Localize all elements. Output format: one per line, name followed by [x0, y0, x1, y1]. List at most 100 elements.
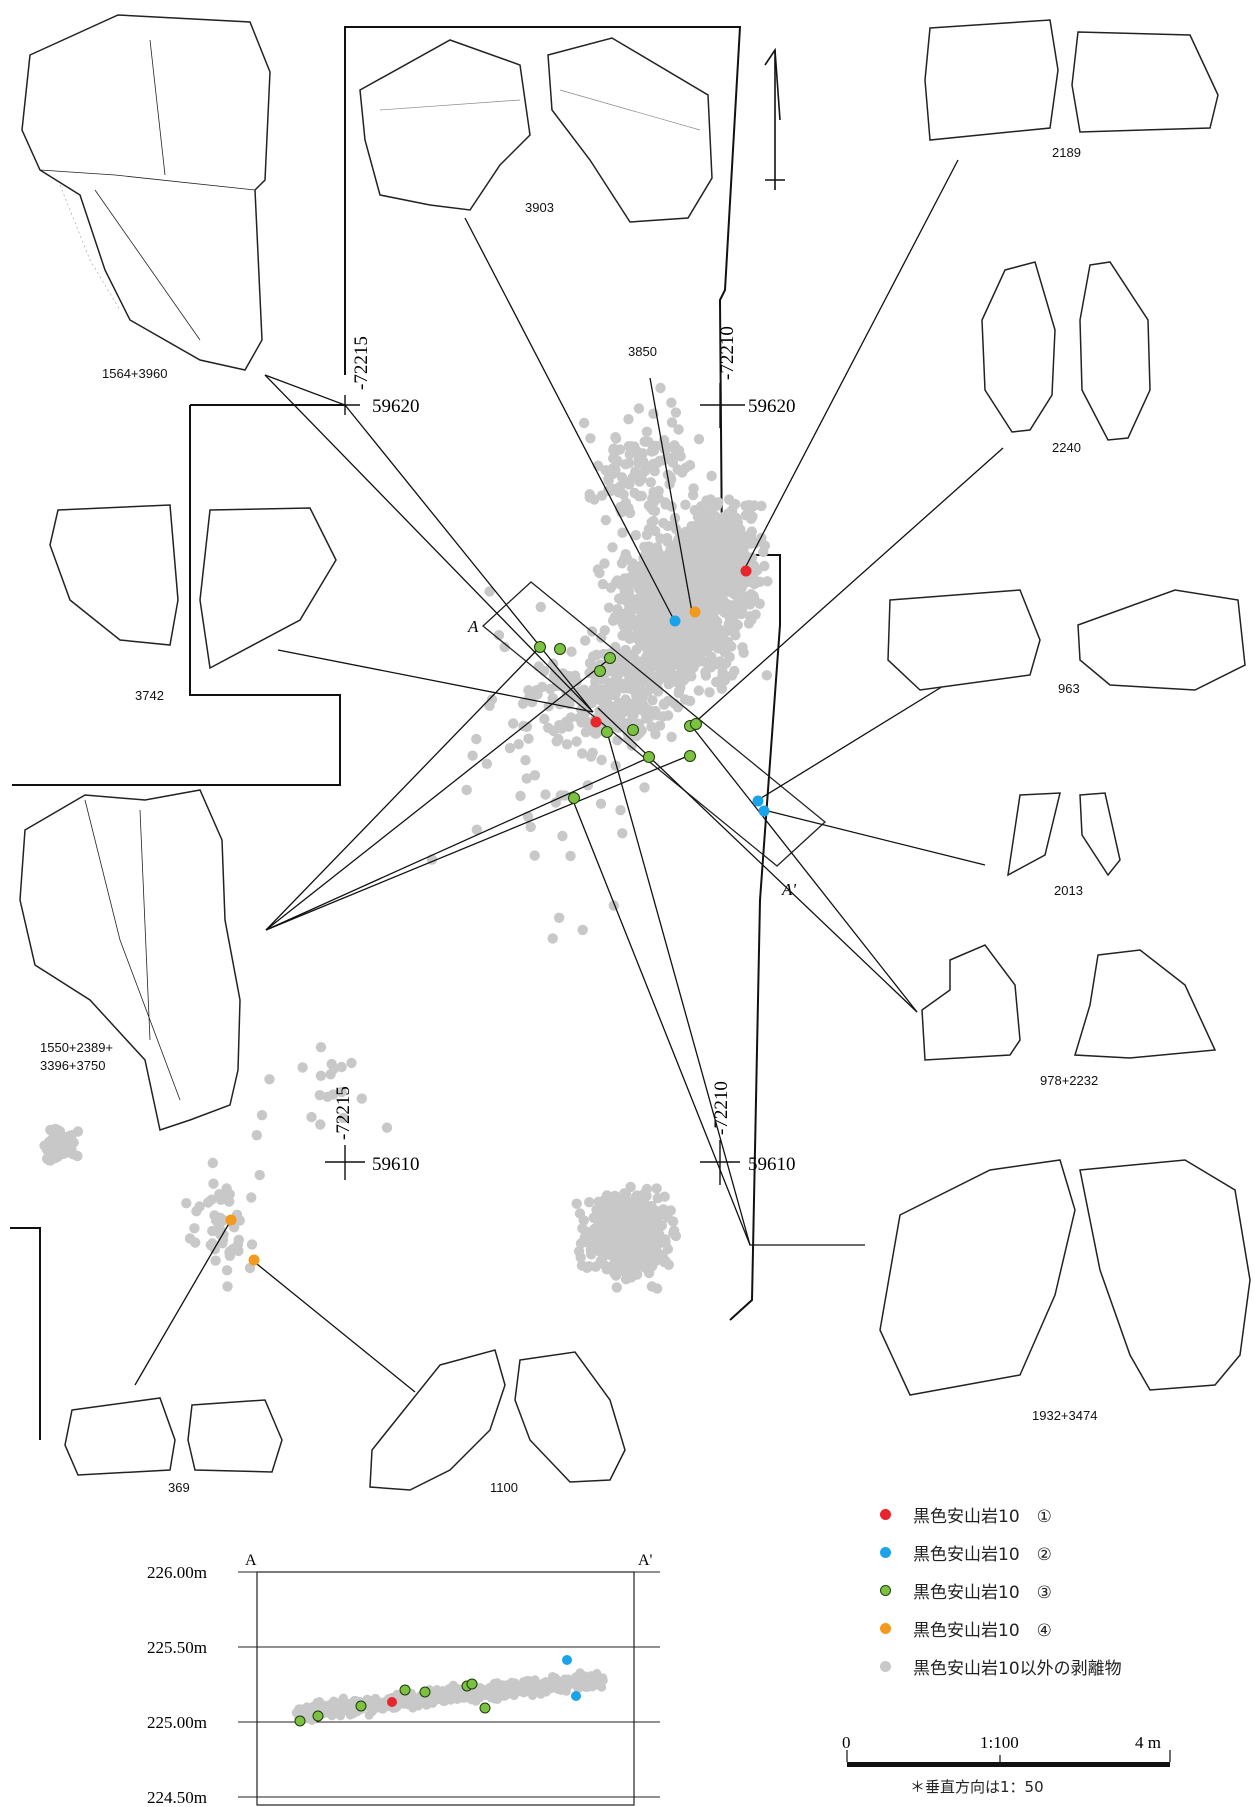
legend-label-group1: 黒色安山岩10 ①	[913, 1506, 1052, 1527]
debitage-point	[584, 489, 595, 500]
debitage-point	[224, 1196, 235, 1207]
section-group1-point	[387, 1697, 397, 1707]
debitage-point	[531, 685, 542, 696]
debitage-point	[41, 1153, 53, 1164]
debitage-point	[611, 1282, 622, 1293]
artifact-label-3903: 3903	[525, 200, 554, 215]
debitage-point	[607, 542, 618, 553]
section-debitage-point	[399, 1693, 409, 1703]
debitage-point	[539, 713, 550, 725]
debitage-point	[651, 594, 662, 605]
debitage-point	[695, 624, 706, 635]
debitage-point	[590, 728, 602, 739]
debitage-point	[346, 1057, 357, 1069]
debitage-point	[622, 554, 633, 565]
debitage-point	[619, 1188, 630, 1199]
debitage-point	[67, 1149, 79, 1160]
debitage-point	[669, 440, 680, 451]
debitage-point	[641, 651, 652, 663]
debitage-point	[623, 414, 634, 425]
artifact-1550-drawing	[19, 789, 241, 1131]
debitage-point	[584, 1197, 595, 1208]
debitage-point	[627, 616, 638, 627]
artifact-2240-drawing	[981, 261, 1151, 441]
debitage-point	[611, 1238, 622, 1249]
scale-max: 4 m	[1135, 1733, 1161, 1752]
debitage-point	[325, 1069, 336, 1080]
debitage-point	[675, 682, 686, 693]
debitage-point	[720, 514, 732, 526]
debitage-point	[326, 1058, 337, 1070]
debitage-point	[297, 1062, 308, 1073]
legend-label-group2: 黒色安山岩10 ②	[913, 1544, 1052, 1565]
debitage-point	[637, 448, 648, 459]
legend-item-group3: 黒色安山岩10 ③	[880, 1571, 1240, 1609]
debitage-point	[591, 691, 602, 702]
debitage-point	[659, 1191, 670, 1202]
debitage-point	[594, 567, 605, 579]
debitage-point	[618, 683, 629, 694]
grid-x-upper-left: -72215	[351, 336, 372, 390]
debitage-point	[484, 586, 495, 597]
debitage-point	[635, 613, 646, 625]
debitage-point	[674, 553, 686, 564]
section-profile: A A' 226.00m 225.50m 225.00m 224.50m	[147, 1552, 660, 1807]
section-group3-point	[419, 1686, 431, 1698]
debitage-point	[264, 1074, 275, 1085]
section-debitage-point	[579, 1680, 588, 1690]
debitage-point	[615, 1198, 626, 1209]
grid-y-upper-right: 59620	[748, 396, 796, 417]
debitage-point	[642, 686, 654, 697]
section-profile-label-a-prime: A'	[638, 1552, 653, 1569]
debitage-point	[610, 433, 622, 444]
debitage-point	[692, 555, 703, 566]
legend-item-group4: 黒色安山岩10 ④	[880, 1609, 1240, 1647]
debitage-point	[655, 533, 666, 544]
debitage-point	[712, 630, 723, 641]
debitage-point	[184, 1233, 196, 1244]
debitage-point	[670, 407, 682, 418]
debitage-point	[631, 1190, 643, 1201]
debitage-point	[660, 1236, 671, 1248]
debitage-point	[704, 687, 715, 698]
artifact-2189-drawing	[924, 19, 1219, 141]
debitage-point	[617, 527, 628, 538]
group3-point	[594, 665, 606, 677]
debitage-point	[643, 436, 654, 448]
elevation-225-50: 225.50m	[147, 1638, 207, 1657]
debitage-point	[754, 598, 765, 609]
debitage-point	[522, 811, 534, 822]
debitage-point	[629, 1250, 640, 1262]
debitage-point	[735, 551, 746, 563]
debitage-point	[481, 758, 493, 769]
debitage-point	[615, 1223, 626, 1234]
debitage-point	[646, 1261, 658, 1272]
debitage-point	[630, 530, 641, 541]
debitage-point	[673, 424, 684, 435]
group2-point	[669, 615, 681, 627]
debitage-point	[615, 717, 626, 728]
debitage-point	[684, 460, 696, 471]
section-group2-point	[571, 1691, 581, 1701]
grid-y-upper-left: 59620	[372, 396, 420, 417]
artifact-label-2240: 2240	[1052, 440, 1081, 455]
section-group2-point	[562, 1655, 572, 1665]
debitage-point	[617, 630, 628, 641]
debitage-point	[687, 489, 699, 501]
artifact-1932-drawing	[879, 1159, 1251, 1396]
debitage-point	[625, 1181, 636, 1193]
debitage-point	[650, 1240, 661, 1251]
debitage-point	[624, 602, 635, 613]
elevation-224-50: 224.50m	[147, 1788, 207, 1807]
debitage-point	[244, 1262, 256, 1274]
artifact-label-3850: 3850	[628, 344, 657, 359]
debitage-point	[706, 470, 717, 482]
debitage-point	[676, 644, 687, 655]
debitage-point	[591, 649, 602, 660]
debitage-point	[620, 459, 631, 470]
scale-ratio: 1:100	[980, 1733, 1019, 1752]
grid-x-lower-right: -72210	[711, 1081, 732, 1135]
debitage-point	[636, 1235, 647, 1247]
debitage-point	[315, 1070, 327, 1082]
debitage-point	[232, 1239, 244, 1250]
